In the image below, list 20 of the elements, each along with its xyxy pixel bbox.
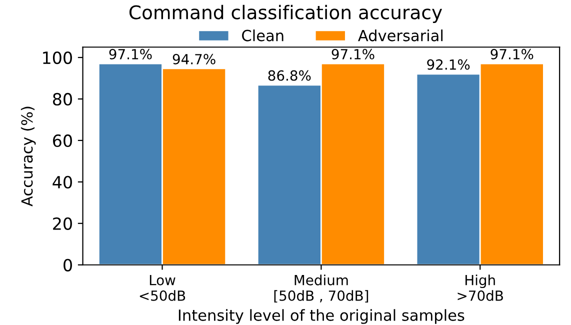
y-tick-label: 80 xyxy=(52,92,72,106)
y-tick-label: 20 xyxy=(53,217,72,230)
x-axis-title: Intensity level of the original samples xyxy=(178,309,464,324)
x-tick-label: High >70dB xyxy=(458,274,503,301)
legend-label: Clean xyxy=(242,29,284,42)
y-axis-title: Accuracy (%) xyxy=(20,106,36,206)
data-label: 97.1% xyxy=(490,48,534,60)
data-label: 97.1% xyxy=(109,48,152,60)
data-label: 92.1% xyxy=(427,59,470,70)
y-tick-label: 60 xyxy=(53,134,72,148)
y-tick-label: 0 xyxy=(64,258,72,272)
data-label: 94.7% xyxy=(172,54,216,64)
y-tick-label: 40 xyxy=(52,176,72,188)
chart-title: Command classification accuracy xyxy=(129,4,442,24)
data-label: 97.1% xyxy=(332,48,374,60)
y-tick-label: 100 xyxy=(43,51,72,64)
x-tick-label: Medium [50dB , 70dB] xyxy=(274,274,368,303)
data-label: 86.8% xyxy=(268,70,311,81)
x-tick-label: Low <50dB xyxy=(140,275,186,301)
legend-label: Adversarial xyxy=(358,29,443,42)
